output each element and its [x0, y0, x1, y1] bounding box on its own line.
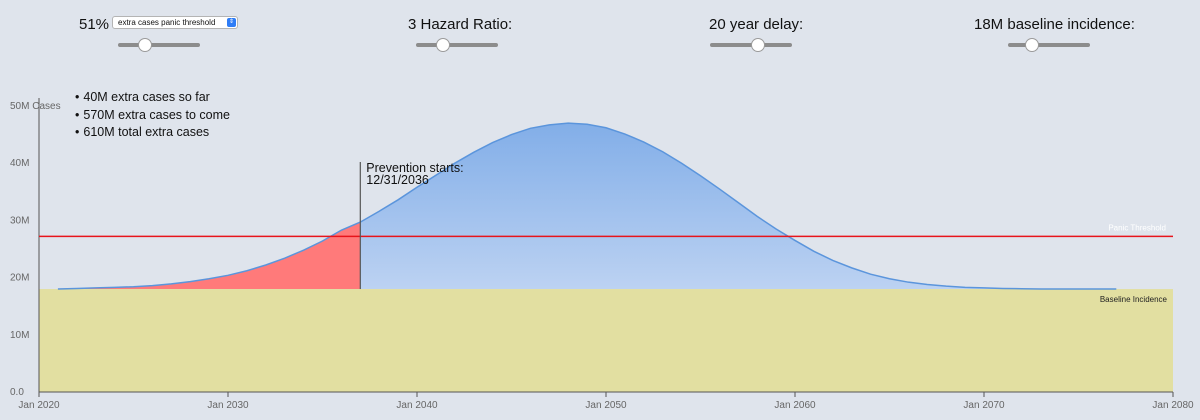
- delay-label: 20 year delay:: [709, 16, 804, 33]
- prevention-annotation-title: Prevention starts:: [366, 161, 463, 175]
- baseline-label: 18M baseline incidence:: [974, 16, 1135, 33]
- prevention-annotation-date: 12/31/2036: [366, 173, 429, 187]
- x-tick-label: Jan 2080: [1152, 400, 1194, 411]
- threshold-slider-thumb[interactable]: [138, 38, 153, 52]
- x-tick-label: Jan 2020: [18, 400, 60, 411]
- extra-cases-area: [57, 123, 1117, 290]
- threshold-slider[interactable]: [118, 38, 200, 52]
- y-tick-label: 10M: [10, 330, 29, 341]
- stat-total-extra: 610M total extra cases: [75, 124, 230, 142]
- baseline-slider[interactable]: [1008, 38, 1090, 52]
- threshold-slider-track: [118, 43, 200, 47]
- delay-slider-thumb[interactable]: [750, 38, 765, 52]
- y-tick-label: 50M Cases: [10, 101, 61, 112]
- threshold-control: 51%: [79, 16, 109, 33]
- x-tick-label: Jan 2060: [774, 400, 816, 411]
- incidence-curve: [57, 122, 1117, 290]
- past-extra-cases-area: [57, 222, 361, 290]
- delay-control: 20 year delay:: [709, 16, 803, 33]
- x-tick-label: Jan 2030: [207, 400, 249, 411]
- stats-list: 40M extra cases so far 570M extra cases …: [75, 89, 230, 142]
- threshold-select-value: extra cases panic threshold: [118, 18, 216, 27]
- x-tick-label: Jan 2050: [585, 400, 627, 411]
- stat-extra-so-far: 40M extra cases so far: [75, 89, 230, 107]
- stat-extra-to-come: 570M extra cases to come: [75, 107, 230, 125]
- threshold-mode-select[interactable]: extra cases panic threshold ⇕: [112, 16, 238, 29]
- baseline-incidence-label: Baseline Incidence: [1100, 295, 1168, 304]
- y-tick-label: 30M: [10, 215, 29, 226]
- panic-threshold-label: Panic Threshold: [1108, 223, 1166, 232]
- hazard-slider-thumb[interactable]: [436, 38, 451, 52]
- hazard-label: 3 Hazard Ratio:: [408, 16, 513, 33]
- y-tick-label: 40M: [10, 158, 29, 169]
- hazard-control: 3 Hazard Ratio:: [408, 16, 512, 33]
- baseline-control: 18M baseline incidence:: [974, 16, 1135, 33]
- x-tick-label: Jan 2040: [396, 400, 438, 411]
- threshold-value: 51%: [79, 16, 110, 33]
- delay-slider[interactable]: [710, 38, 792, 52]
- x-tick-label: Jan 2070: [963, 400, 1005, 411]
- y-tick-label: 0.0: [10, 387, 24, 398]
- hazard-slider[interactable]: [416, 38, 498, 52]
- hazard-slider-track: [416, 43, 498, 47]
- y-tick-label: 20M: [10, 273, 29, 284]
- baseline-area: [39, 289, 1173, 392]
- select-arrows-icon: ⇕: [227, 18, 236, 27]
- baseline-slider-thumb[interactable]: [1025, 38, 1039, 52]
- baseline-slider-track: [1008, 43, 1090, 47]
